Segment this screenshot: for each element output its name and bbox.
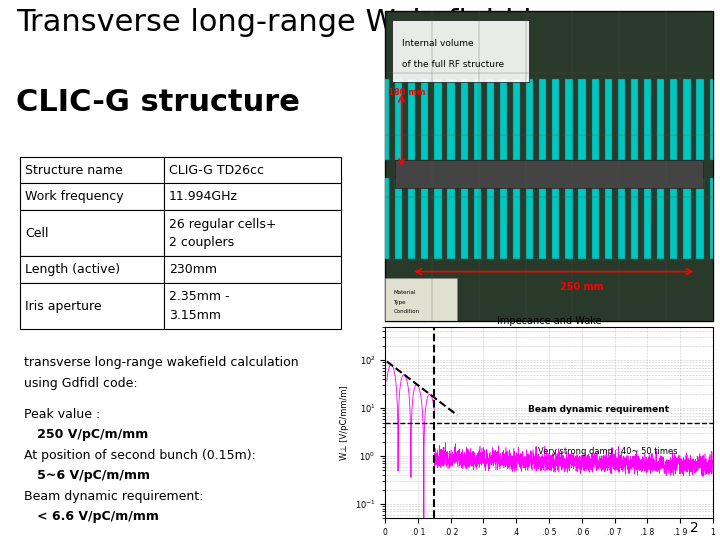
- Text: 5~6 V/pC/m/mm: 5~6 V/pC/m/mm: [24, 469, 150, 482]
- Text: 26 regular cells+: 26 regular cells+: [169, 218, 276, 231]
- Text: 2.35mm -: 2.35mm -: [169, 291, 230, 303]
- Y-axis label: W⊥ [V/pC/mm/m]: W⊥ [V/pC/mm/m]: [340, 385, 349, 460]
- Bar: [670, 178, 678, 259]
- Bar: [513, 79, 520, 160]
- Text: 180 mm: 180 mm: [389, 89, 426, 97]
- Title: Impecance and Wake: Impecance and Wake: [497, 316, 601, 326]
- Bar: [20, 256, 164, 283]
- Bar: [683, 79, 690, 160]
- Bar: [20, 210, 164, 256]
- Bar: [592, 178, 599, 259]
- Bar: [552, 79, 559, 160]
- Bar: [20, 283, 164, 329]
- Bar: [565, 178, 572, 259]
- Text: Length (active): Length (active): [25, 263, 120, 276]
- Bar: [421, 79, 428, 160]
- Bar: [644, 79, 651, 160]
- Bar: [605, 79, 612, 160]
- Bar: [631, 178, 638, 259]
- Bar: [526, 79, 534, 160]
- Bar: [421, 178, 428, 259]
- Bar: [513, 178, 520, 259]
- Text: Iris aperture: Iris aperture: [25, 300, 102, 313]
- Bar: [447, 79, 454, 160]
- Bar: [500, 79, 507, 160]
- Text: At position of second bunch (0.15m):: At position of second bunch (0.15m):: [24, 449, 256, 462]
- Bar: [382, 178, 389, 259]
- Bar: [605, 178, 612, 259]
- Text: Type: Type: [393, 300, 406, 305]
- Bar: [395, 79, 402, 160]
- Bar: [408, 178, 415, 259]
- Text: Beam dynamic requirement:: Beam dynamic requirement:: [24, 490, 203, 503]
- Bar: [578, 79, 585, 160]
- Bar: [434, 79, 441, 160]
- Text: Very strong damp : 40~ 50 times: Very strong damp : 40~ 50 times: [538, 447, 678, 456]
- Text: Structure name: Structure name: [25, 164, 122, 177]
- Bar: [500, 178, 507, 259]
- Text: 2: 2: [690, 521, 698, 535]
- Bar: [474, 79, 481, 160]
- Bar: [164, 157, 341, 184]
- Bar: [487, 79, 494, 160]
- Bar: [644, 178, 651, 259]
- Bar: [474, 178, 481, 259]
- Text: Beam dynamic requirement: Beam dynamic requirement: [528, 405, 669, 414]
- Bar: [592, 79, 599, 160]
- Bar: [461, 79, 468, 160]
- Bar: [552, 178, 559, 259]
- Bar: [461, 178, 468, 259]
- Bar: [657, 79, 665, 160]
- Text: Internal volume: Internal volume: [402, 39, 473, 48]
- Text: Cell: Cell: [25, 227, 48, 240]
- Bar: [618, 178, 625, 259]
- Text: using Gdfidl code:: using Gdfidl code:: [24, 377, 138, 390]
- Bar: [395, 178, 402, 259]
- Bar: [447, 178, 454, 259]
- Text: Transverse long-range Wakefield in: Transverse long-range Wakefield in: [16, 8, 551, 37]
- Bar: [539, 178, 546, 259]
- Bar: [395, 160, 703, 188]
- Bar: [618, 79, 625, 160]
- Text: transverse long-range wakefield calculation: transverse long-range wakefield calculat…: [24, 356, 298, 369]
- Text: 230mm: 230mm: [169, 263, 217, 276]
- Text: Work frequency: Work frequency: [25, 191, 124, 204]
- Bar: [709, 79, 716, 160]
- Bar: [408, 79, 415, 160]
- Bar: [526, 178, 534, 259]
- Text: CLIG-G TD26cc: CLIG-G TD26cc: [169, 164, 264, 177]
- Bar: [164, 184, 341, 210]
- Bar: [382, 79, 389, 160]
- Text: Peak value :: Peak value :: [24, 408, 100, 421]
- Text: 250 mm: 250 mm: [560, 282, 603, 292]
- Text: Condition: Condition: [393, 309, 420, 314]
- Text: < 6.6 V/pC/m/mm: < 6.6 V/pC/m/mm: [24, 510, 158, 523]
- Bar: [164, 210, 341, 256]
- Bar: [20, 184, 164, 210]
- Bar: [696, 178, 703, 259]
- Bar: [683, 178, 690, 259]
- Bar: [565, 79, 572, 160]
- Text: 2 couplers: 2 couplers: [169, 236, 234, 249]
- Bar: [539, 79, 546, 160]
- Bar: [434, 178, 441, 259]
- FancyBboxPatch shape: [392, 20, 529, 82]
- Text: CLIC-G structure: CLIC-G structure: [16, 87, 300, 117]
- Text: of the full RF structure: of the full RF structure: [402, 60, 504, 70]
- Bar: [709, 178, 716, 259]
- Bar: [670, 79, 678, 160]
- Bar: [578, 178, 585, 259]
- Text: Material: Material: [393, 290, 415, 295]
- Bar: [487, 178, 494, 259]
- Bar: [20, 157, 164, 184]
- Text: 11.994GHz: 11.994GHz: [169, 191, 238, 204]
- Text: 250 V/pC/m/mm: 250 V/pC/m/mm: [24, 428, 148, 441]
- FancyBboxPatch shape: [385, 278, 457, 321]
- Bar: [164, 283, 341, 329]
- Bar: [657, 178, 665, 259]
- Text: 3.15mm: 3.15mm: [169, 309, 221, 322]
- Bar: [696, 79, 703, 160]
- Bar: [164, 256, 341, 283]
- Bar: [631, 79, 638, 160]
